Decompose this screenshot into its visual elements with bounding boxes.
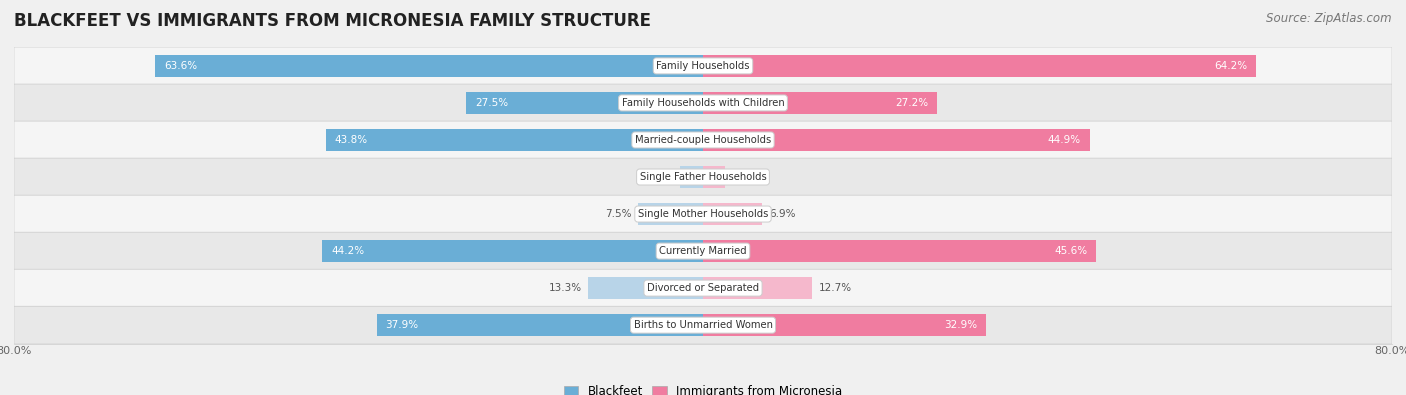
Text: 7.5%: 7.5% <box>605 209 631 219</box>
Text: Family Households with Children: Family Households with Children <box>621 98 785 108</box>
Text: 37.9%: 37.9% <box>385 320 419 330</box>
Bar <box>679 166 703 188</box>
FancyBboxPatch shape <box>14 47 1392 85</box>
Bar <box>703 129 1090 151</box>
FancyBboxPatch shape <box>14 306 1392 344</box>
Bar <box>326 129 703 151</box>
Text: 12.7%: 12.7% <box>820 283 852 293</box>
Text: 43.8%: 43.8% <box>335 135 367 145</box>
Text: 27.2%: 27.2% <box>896 98 928 108</box>
FancyBboxPatch shape <box>14 84 1392 122</box>
Bar <box>703 314 987 336</box>
Bar <box>703 203 762 225</box>
FancyBboxPatch shape <box>14 158 1392 196</box>
Text: Births to Unmarried Women: Births to Unmarried Women <box>634 320 772 330</box>
Bar <box>638 203 703 225</box>
FancyBboxPatch shape <box>14 195 1392 233</box>
Legend: Blackfeet, Immigrants from Micronesia: Blackfeet, Immigrants from Micronesia <box>560 380 846 395</box>
Text: Family Households: Family Households <box>657 61 749 71</box>
Text: 44.9%: 44.9% <box>1047 135 1081 145</box>
Text: 2.6%: 2.6% <box>733 172 759 182</box>
FancyBboxPatch shape <box>14 121 1392 159</box>
Text: Source: ZipAtlas.com: Source: ZipAtlas.com <box>1267 12 1392 25</box>
Bar <box>322 240 703 262</box>
FancyBboxPatch shape <box>14 232 1392 270</box>
Text: Married-couple Households: Married-couple Households <box>636 135 770 145</box>
Bar <box>703 92 938 114</box>
Text: Single Father Households: Single Father Households <box>640 172 766 182</box>
Text: 2.7%: 2.7% <box>647 172 673 182</box>
Bar <box>703 277 813 299</box>
Text: 27.5%: 27.5% <box>475 98 508 108</box>
Bar <box>703 240 1095 262</box>
FancyBboxPatch shape <box>14 269 1392 307</box>
Text: 45.6%: 45.6% <box>1054 246 1087 256</box>
Text: Divorced or Separated: Divorced or Separated <box>647 283 759 293</box>
Text: 6.9%: 6.9% <box>769 209 796 219</box>
Text: Single Mother Households: Single Mother Households <box>638 209 768 219</box>
Text: 64.2%: 64.2% <box>1215 61 1247 71</box>
Bar <box>703 55 1256 77</box>
Text: 32.9%: 32.9% <box>945 320 977 330</box>
Text: 44.2%: 44.2% <box>330 246 364 256</box>
Text: 63.6%: 63.6% <box>165 61 197 71</box>
Bar <box>467 92 703 114</box>
Text: Currently Married: Currently Married <box>659 246 747 256</box>
Bar <box>377 314 703 336</box>
Text: 13.3%: 13.3% <box>548 283 582 293</box>
Bar <box>703 166 725 188</box>
Bar <box>589 277 703 299</box>
Text: BLACKFEET VS IMMIGRANTS FROM MICRONESIA FAMILY STRUCTURE: BLACKFEET VS IMMIGRANTS FROM MICRONESIA … <box>14 12 651 30</box>
Bar <box>155 55 703 77</box>
